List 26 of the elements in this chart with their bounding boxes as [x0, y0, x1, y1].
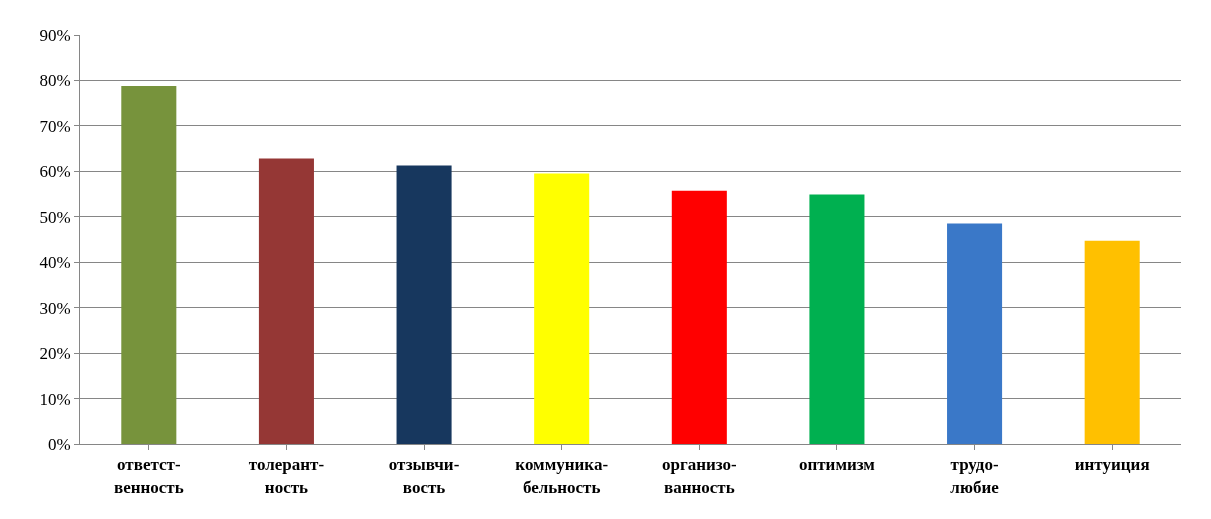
y-tick-label: 20%	[39, 344, 71, 364]
y-tick-label: 10%	[39, 389, 71, 409]
bar	[1084, 240, 1140, 444]
x-tick-label: трудо- любие	[950, 455, 1000, 497]
y-tick-label: 80%	[39, 71, 71, 91]
y-tick-label: 70%	[39, 116, 71, 136]
x-tick-label: организо- ванность	[661, 455, 737, 497]
x-tick-label: отзывчи- вость	[388, 455, 460, 497]
x-tick-label: коммуника- бельность	[515, 455, 609, 497]
x-tick-label: толерант- ность	[248, 455, 325, 497]
y-tick-label: 90%	[39, 25, 71, 45]
bar	[809, 194, 865, 444]
bar	[534, 173, 590, 444]
bar	[121, 85, 177, 444]
x-tick-label: ответст- венность	[113, 455, 184, 497]
y-tick-label: 30%	[39, 298, 71, 318]
y-tick-label: 60%	[39, 162, 71, 182]
y-tick-label: 50%	[39, 207, 71, 227]
y-tick-label: 40%	[39, 253, 71, 273]
x-tick-label: оптимизм	[798, 455, 876, 475]
bar	[258, 158, 314, 444]
bar	[671, 190, 727, 444]
y-tick-label: 0%	[47, 434, 71, 454]
bar	[396, 165, 452, 444]
x-tick-label: интуиция	[1074, 455, 1150, 475]
bar	[947, 223, 1003, 444]
